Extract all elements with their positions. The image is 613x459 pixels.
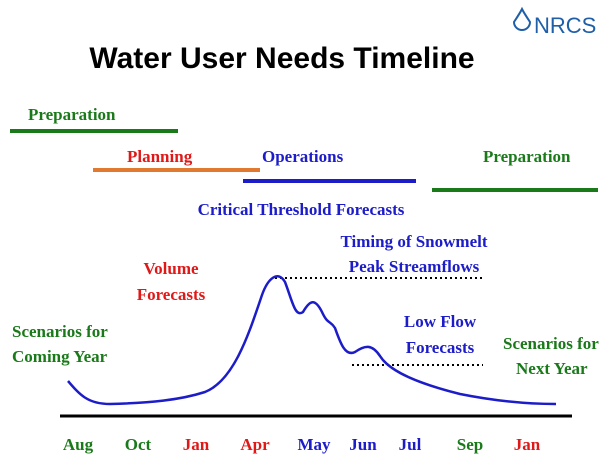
- annotation: Next Year: [516, 359, 588, 378]
- month-label: Jul: [399, 435, 422, 454]
- phase-label: Preparation: [28, 105, 116, 124]
- annotation: Volume: [143, 259, 199, 278]
- annotation: Forecasts: [406, 338, 475, 357]
- phase-label: Preparation: [483, 147, 571, 166]
- month-label: Aug: [63, 435, 94, 454]
- month-label: Jun: [349, 435, 377, 454]
- month-label: Sep: [457, 435, 483, 454]
- month-label: Oct: [125, 435, 152, 454]
- annotation: Scenarios for: [503, 334, 599, 353]
- month-label: Jan: [514, 435, 541, 454]
- annotation: Critical Threshold Forecasts: [198, 200, 405, 219]
- annotation: Coming Year: [12, 347, 108, 366]
- logo-drop: [512, 6, 532, 31]
- logo: NRCS: [534, 13, 596, 38]
- annotation: Timing of Snowmelt: [340, 232, 487, 251]
- phase-label: Operations: [262, 147, 344, 166]
- month-label: Apr: [240, 435, 270, 454]
- phase-label: Planning: [127, 147, 193, 166]
- annotation: Low Flow: [404, 312, 477, 331]
- annotation: Peak Streamflows: [349, 257, 480, 276]
- month-label: May: [297, 435, 331, 454]
- annotation: Forecasts: [137, 285, 206, 304]
- annotation: Scenarios for: [12, 322, 108, 341]
- month-label: Jan: [183, 435, 210, 454]
- flow-curve: [67, 275, 557, 406]
- title: Water User Needs Timeline: [89, 42, 474, 75]
